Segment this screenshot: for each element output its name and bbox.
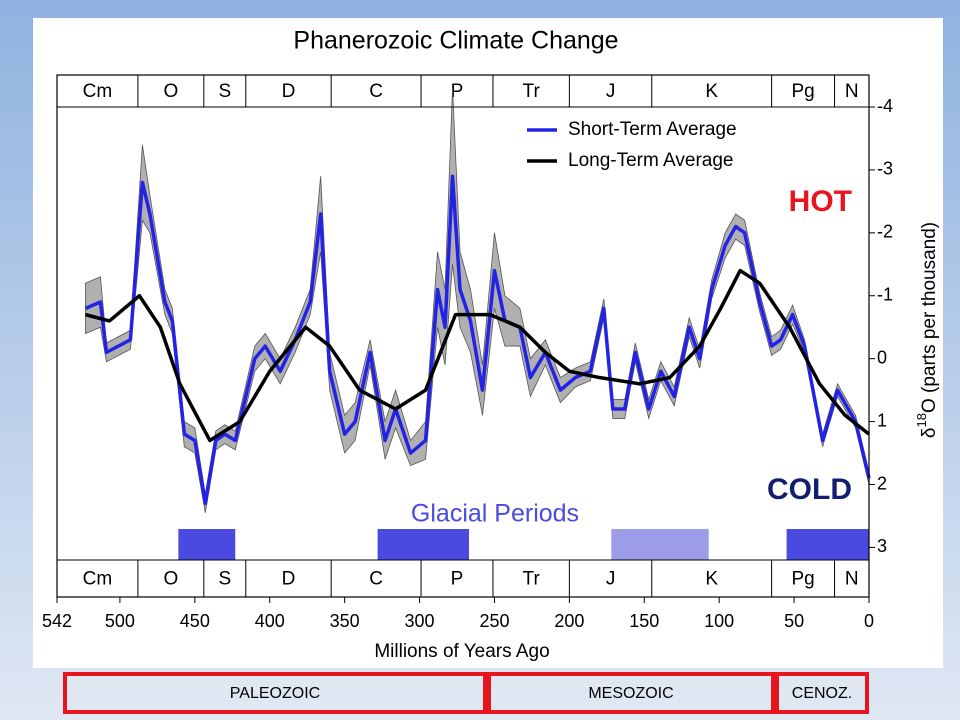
y-label-superscript: 18	[914, 413, 929, 427]
y-tick-label: -2	[877, 222, 893, 242]
era-label: MESOZOIC	[588, 685, 673, 702]
x-tick-label: 450	[180, 611, 210, 631]
x-tick-label: 150	[629, 611, 659, 631]
series-line	[85, 268, 871, 443]
y-axis-label: δ18O (parts per thousand)	[914, 222, 940, 438]
y-label-symbol: δ	[919, 428, 940, 439]
y-label-text: O (parts per thousand)	[919, 222, 940, 413]
x-tick-label: 250	[479, 611, 509, 631]
era-box	[63, 672, 487, 714]
period-label: K	[705, 569, 718, 590]
era-label: CENOZ.	[792, 685, 852, 702]
era-label: PALEOZOIC	[230, 685, 320, 702]
glacial-bar	[786, 529, 869, 560]
period-label: J	[606, 569, 616, 590]
period-label: C	[369, 569, 383, 590]
era-box	[775, 672, 869, 714]
period-label: Tr	[523, 81, 541, 102]
y-tick-label: -1	[877, 285, 893, 305]
period-label: P	[451, 569, 464, 590]
series-line	[84, 174, 871, 506]
chart-title: Phanerozoic Climate Change	[293, 27, 618, 55]
y-tick-label: -3	[877, 159, 893, 179]
y-tick-label: 1	[877, 410, 887, 430]
x-tick-label: 542	[42, 611, 72, 631]
period-label: O	[163, 81, 178, 102]
period-label: S	[218, 81, 231, 102]
y-tick-label: 2	[877, 473, 887, 493]
x-tick-label: 0	[864, 611, 874, 631]
legend-label: Short-Term Average	[568, 119, 737, 140]
y-tick-label: 0	[877, 347, 887, 367]
y-tick-label: -4	[877, 96, 893, 116]
period-label: Cm	[83, 81, 113, 102]
period-label: N	[845, 81, 859, 102]
glacial-bar	[611, 529, 709, 560]
period-label: N	[845, 569, 859, 590]
plot-frame	[56, 74, 870, 598]
x-tick-label: 350	[330, 611, 360, 631]
period-label: S	[218, 569, 231, 590]
era-box	[487, 672, 775, 714]
glacial-label: Glacial Periods	[411, 500, 579, 528]
x-tick-label: 100	[704, 611, 734, 631]
x-tick-label: 500	[105, 611, 135, 631]
period-label: D	[282, 569, 296, 590]
period-label: K	[705, 81, 718, 102]
glacial-bar	[377, 529, 469, 560]
x-tick-label: 50	[784, 611, 804, 631]
glacial-bar	[178, 529, 236, 560]
period-label: D	[282, 81, 296, 102]
hot-label: HOT	[789, 185, 852, 218]
legend-label: Long-Term Average	[568, 150, 733, 171]
period-label: O	[163, 569, 178, 590]
period-label: Pg	[791, 81, 814, 102]
cold-label: COLD	[767, 473, 852, 506]
period-label: J	[606, 81, 616, 102]
x-tick-label: 400	[255, 611, 285, 631]
x-tick-label: 300	[405, 611, 435, 631]
x-tick-label: 200	[554, 611, 584, 631]
period-label: Pg	[791, 569, 814, 590]
x-axis-label: Millions of Years Ago	[374, 641, 549, 662]
y-tick-label: 3	[877, 536, 887, 556]
period-label: Tr	[523, 569, 541, 590]
period-label: P	[451, 81, 464, 102]
period-label: C	[369, 81, 383, 102]
period-label: Cm	[83, 569, 113, 590]
